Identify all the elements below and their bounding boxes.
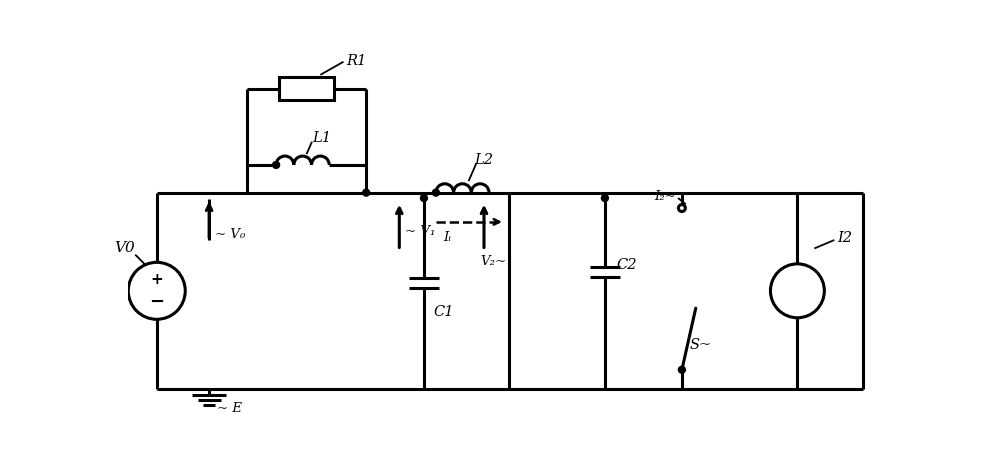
Circle shape bbox=[770, 264, 824, 318]
Text: ~ V₁: ~ V₁ bbox=[405, 225, 436, 238]
Text: Iᵢ: Iᵢ bbox=[443, 231, 451, 244]
Text: V₂~: V₂~ bbox=[480, 256, 506, 268]
Text: −: − bbox=[149, 293, 164, 311]
Text: V0: V0 bbox=[114, 241, 135, 256]
Circle shape bbox=[432, 189, 439, 196]
Text: ~ V₀: ~ V₀ bbox=[215, 228, 246, 241]
Text: I₂~: I₂~ bbox=[654, 190, 676, 203]
Circle shape bbox=[128, 262, 185, 319]
Text: L2: L2 bbox=[474, 153, 493, 167]
Text: R1: R1 bbox=[347, 54, 367, 68]
Text: L1: L1 bbox=[312, 131, 331, 145]
Bar bbox=[279, 77, 334, 100]
Circle shape bbox=[601, 195, 608, 201]
Text: C1: C1 bbox=[433, 306, 454, 319]
Circle shape bbox=[678, 366, 685, 373]
Text: ~ E: ~ E bbox=[217, 402, 242, 415]
Circle shape bbox=[678, 205, 685, 211]
Text: +: + bbox=[150, 272, 163, 288]
Text: I2: I2 bbox=[837, 231, 852, 246]
Text: C2: C2 bbox=[616, 258, 637, 272]
Circle shape bbox=[363, 189, 370, 196]
Circle shape bbox=[420, 195, 427, 201]
Circle shape bbox=[273, 161, 280, 169]
Text: S~: S~ bbox=[690, 338, 712, 352]
